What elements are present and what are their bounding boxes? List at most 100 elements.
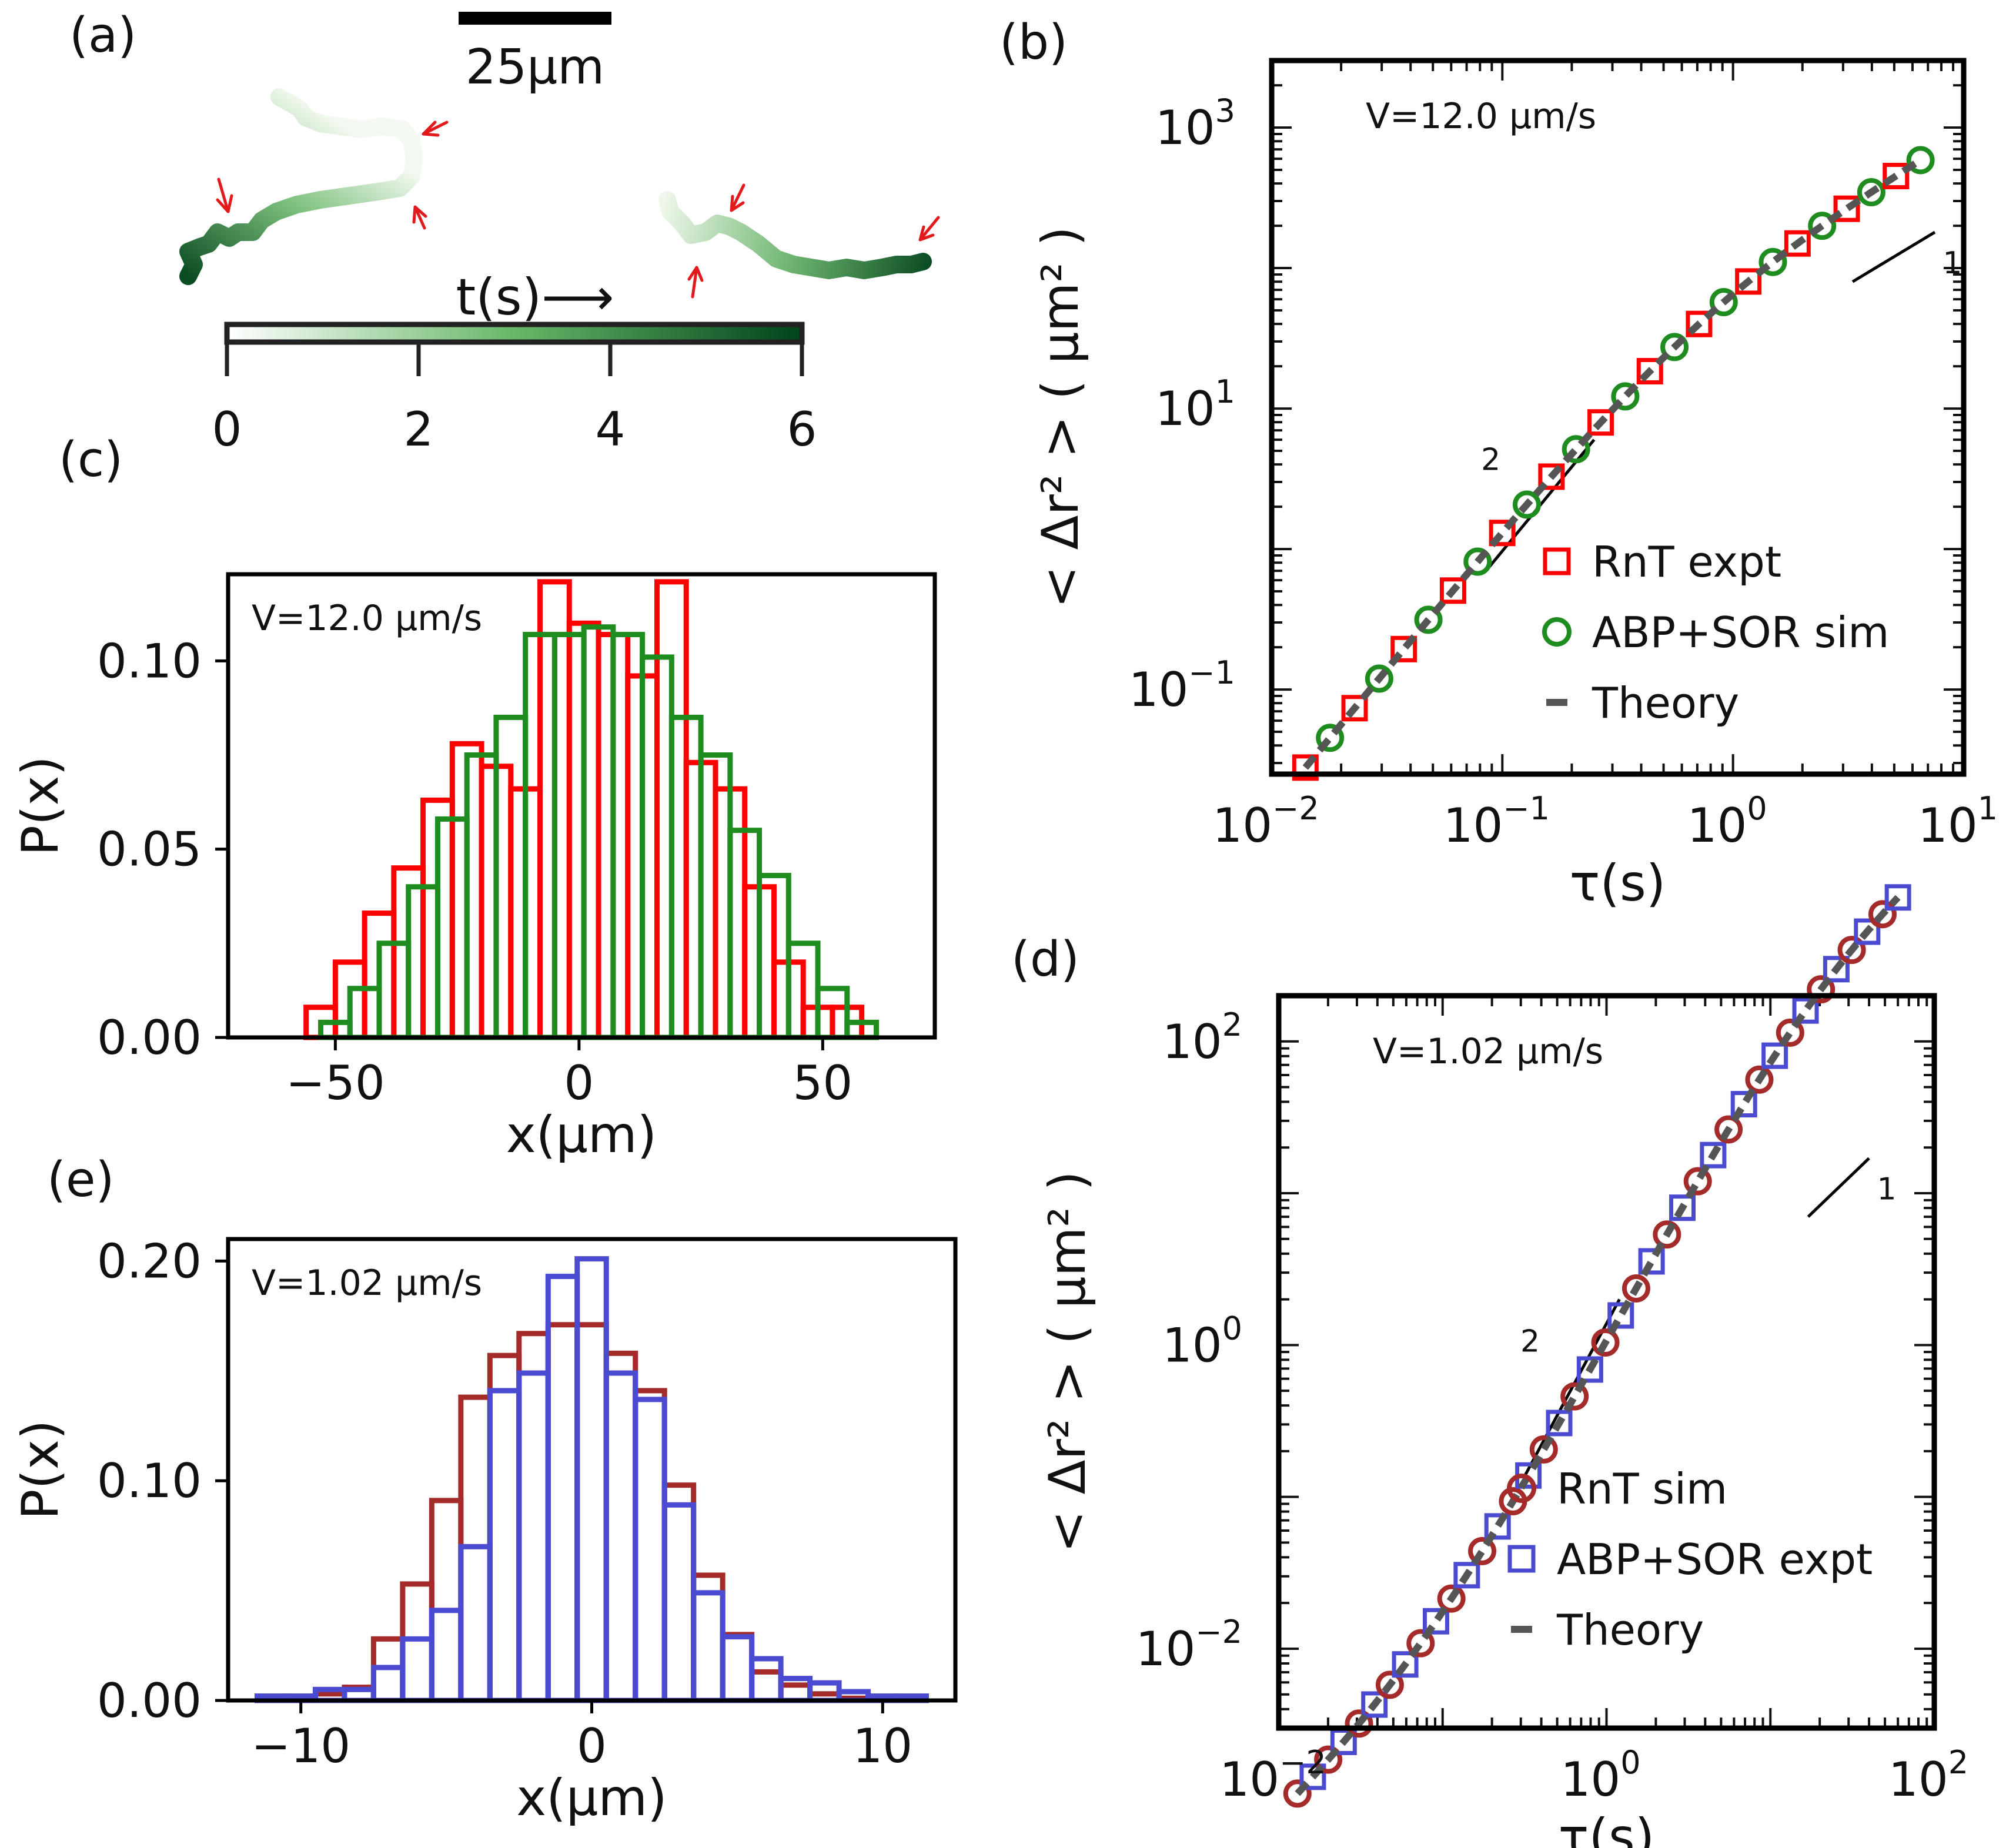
tick-mantissa: 10 [1155,101,1215,155]
colorbar [224,322,805,345]
slope-guide-line [1807,1157,1870,1218]
panel-e-label: (e) [47,1152,114,1208]
histogram-bar [516,1370,551,1703]
marker-circle [1660,333,1689,361]
theory-line [1295,895,1901,1796]
y-tick-label: 103 [1155,92,1235,155]
x-tick-label: −50 [286,1056,385,1110]
legend-entry: ABP+SOR expt [1557,1535,1873,1584]
marker-circle [1283,1779,1312,1808]
marker-circle [1714,1115,1743,1144]
histogram-bar [633,1397,667,1703]
slope-guide-line [1851,230,1936,283]
slope-label: 2 [1481,443,1500,478]
marker-circle [1653,1220,1681,1249]
histogram-bar [400,1636,434,1703]
tumble-arrow-icon [918,216,940,242]
marker-square [1341,695,1368,722]
panel-a-label: (a) [69,8,136,63]
histogram-bar [545,1322,580,1703]
tick-exponent: −2 [1195,1613,1242,1651]
tick-mantissa: 10 [1129,662,1189,717]
colorbar-tick-label: 4 [596,402,626,457]
marker-circle [1808,212,1837,240]
marker-square [1587,409,1614,436]
marker-square [1453,1562,1480,1589]
tick-mantissa: 10 [1888,1752,1948,1807]
histogram-bar [487,1352,522,1703]
marker-square [1292,754,1319,781]
velocity-annotation: V=1.02 μm/s [252,1263,482,1304]
velocity-annotation: V=1.02 μm/s [1373,1031,1603,1072]
legend-entry: RnT sim [1557,1464,1727,1514]
slope-label: 1 [1943,246,1962,281]
marker-square [1792,997,1819,1024]
marker-circle [1906,146,1935,175]
x-axis-label: τ(s) [1570,854,1666,913]
histogram-bar [603,1370,638,1703]
y-tick-label: 0.20 [97,1234,202,1288]
tumble-arrow-icon [412,205,427,230]
tick-exponent: 0 [1222,1310,1242,1347]
marker-circle [1463,547,1492,576]
colorbar-label: t(s)⟶ [456,268,614,327]
tick-exponent: 0 [1747,790,1767,827]
plot-frame [226,572,937,1040]
velocity-annotation: V=12.0 μm/s [1366,96,1596,137]
x-axis-label: x(μm) [516,1769,667,1827]
marker-circle [1868,900,1897,929]
marker-square [1823,956,1850,983]
marker-circle [1437,1584,1466,1613]
histogram-bar [720,1632,755,1703]
histogram-bar [633,1388,667,1703]
y-axis-label: < Δr² > ( μm² ) [1031,226,1090,608]
x-tick-label: 10−2 [1219,1744,1326,1807]
trajectory-1 [179,88,423,285]
colorbar-tick-label: 0 [212,402,242,457]
histogram-bar [545,1274,580,1703]
x-tick-label: −10 [251,1719,350,1773]
tick-mantissa: 10 [1918,798,1978,853]
legend-entry: ABP+SOR sim [1592,608,1889,657]
panel-a: (a) 25μm t(s)⟶ 0 2 4 6 [69,8,940,457]
slope-label: 2 [1520,1324,1540,1360]
panel-d-label: (d) [1011,932,1079,987]
histogram-bar [429,1498,464,1703]
theory-line [1302,157,1923,770]
y-tick-label: 10−2 [1136,1613,1242,1676]
marker-circle [1591,1328,1620,1357]
histogram-bar [720,1634,755,1703]
marker-circle [1758,247,1787,276]
tick-exponent: −1 [1503,790,1550,827]
marker-square [1700,1141,1727,1169]
legend-circle-icon [1507,1474,1536,1503]
legend-square-icon [1543,547,1571,575]
y-tick-label: 0.10 [97,1454,202,1508]
marker-circle [1406,1629,1435,1658]
plot-frame [226,1237,958,1703]
histogram-bar [458,1544,493,1703]
plot-frame [1276,993,1937,1731]
y-tick-label: 0.00 [97,1673,202,1728]
marker-circle [1776,1018,1804,1047]
x-tick-label: 100 [1687,790,1767,853]
tick-exponent: −1 [1188,654,1235,691]
tick-exponent: 0 [1620,1744,1640,1781]
legend-entry: RnT expt [1592,537,1781,587]
tick-exponent: 2 [1948,1744,1968,1781]
tick-mantissa: 10 [1162,1318,1222,1372]
marker-circle [1512,490,1541,519]
colorbar-tick-label: 2 [404,402,434,457]
marker-circle [1807,975,1836,1004]
marker-circle [1709,288,1738,317]
tumble-arrow-icon [422,120,449,137]
legend-entry: Theory [1556,1605,1704,1655]
colorbar-tick-label: 6 [787,402,817,457]
marker-square [1730,1091,1757,1118]
marker-square [1299,1763,1326,1790]
x-tick-label: 0 [564,1056,594,1110]
marker-square [1392,1651,1419,1678]
y-tick-label: 10−1 [1129,654,1235,717]
